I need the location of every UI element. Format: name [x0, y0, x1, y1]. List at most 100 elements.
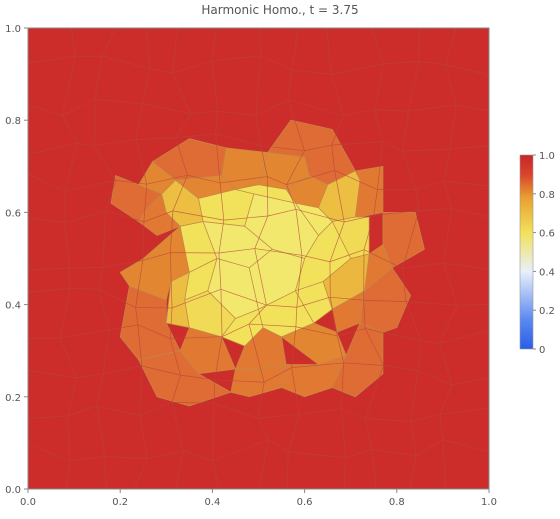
- cell-edge: [445, 27, 457, 65]
- cell-edge: [135, 307, 139, 325]
- cell-edge: [363, 300, 366, 329]
- cell-edge: [415, 189, 420, 211]
- x-tick-label: 0.6: [297, 497, 313, 508]
- cell-edge: [211, 27, 217, 62]
- cell-edge: [304, 144, 332, 152]
- cell-edge: [383, 365, 418, 371]
- cell-edge: [364, 328, 384, 366]
- cell-edge: [175, 137, 188, 176]
- cell-edge: [98, 289, 110, 330]
- cell-edge: [340, 408, 347, 458]
- cell-edge: [172, 175, 188, 212]
- cell-edge: [341, 408, 366, 419]
- cell-edge: [439, 305, 458, 344]
- cell-edge: [449, 104, 457, 150]
- cell-edge: [180, 374, 215, 381]
- cell-edge: [96, 373, 104, 406]
- cell-edge: [257, 418, 269, 440]
- y-tick-label: 0.0: [5, 485, 21, 496]
- cell-edge: [329, 297, 338, 337]
- cell-edge: [104, 456, 107, 490]
- cell-edge: [326, 27, 332, 75]
- cell-edge: [170, 336, 223, 339]
- cell-edge: [135, 260, 144, 308]
- cell-edge: [182, 450, 213, 462]
- chart-title: Harmonic Homo., t = 3.75: [201, 3, 358, 17]
- cell-edge: [402, 268, 407, 302]
- cell-edge: [135, 139, 148, 185]
- cell-edge: [27, 55, 76, 64]
- cell-edge: [96, 405, 106, 457]
- cell-edge: [365, 365, 384, 419]
- cell-edge: [215, 133, 221, 183]
- cell-edge: [286, 170, 335, 186]
- cell-edge: [254, 248, 267, 306]
- x-tick-label: 1.0: [481, 497, 497, 508]
- cell-edge: [377, 141, 384, 190]
- cell-edge: [27, 173, 66, 192]
- cell-edge: [331, 115, 344, 146]
- cell-edge: [417, 340, 422, 371]
- cell-edge: [345, 449, 372, 459]
- cell-edge: [374, 109, 384, 142]
- cell-edge: [214, 379, 265, 383]
- x-tick-label: 0.0: [20, 497, 36, 508]
- colorbar-tick-label: 0.2: [539, 306, 555, 317]
- cell-edge: [212, 460, 220, 490]
- cell-edge: [27, 267, 70, 271]
- cell-edge: [212, 439, 269, 462]
- cell-edge: [169, 252, 173, 308]
- cell-edge: [67, 377, 78, 417]
- cell-edge: [417, 370, 452, 386]
- cell-edge: [27, 443, 71, 461]
- cell-edge: [187, 174, 221, 184]
- cell-edge: [442, 439, 490, 453]
- cell-edge: [145, 27, 151, 69]
- cell-edge: [102, 260, 143, 268]
- cell-edge: [102, 55, 151, 69]
- cell-edge: [257, 382, 265, 419]
- cell-edge: [365, 418, 412, 422]
- cell-edge: [301, 254, 331, 263]
- cell-edge: [254, 248, 302, 256]
- cell-edge: [105, 210, 144, 223]
- cell-edge: [383, 61, 419, 65]
- cell-edge: [445, 64, 457, 106]
- cell-edge: [266, 176, 269, 216]
- cell-edge: [373, 189, 378, 216]
- cell-edge: [62, 115, 78, 144]
- cell-edge: [69, 267, 103, 269]
- cell-edge: [410, 413, 441, 422]
- cell-edge: [175, 113, 192, 138]
- cell-edge: [421, 340, 440, 344]
- cell-edge: [258, 439, 269, 490]
- cell-edge: [146, 174, 188, 185]
- cell-edge: [373, 210, 419, 216]
- cell-edge: [370, 27, 384, 64]
- cell-edge: [439, 343, 453, 385]
- cell-edge: [64, 142, 78, 192]
- cell-edge: [450, 145, 490, 150]
- cell-edge: [175, 450, 184, 490]
- cell-edge: [171, 27, 179, 74]
- cell-edge: [139, 402, 173, 416]
- cell-edge: [451, 208, 490, 218]
- cell-edge: [268, 439, 289, 453]
- cell-edge: [142, 221, 145, 261]
- colorbar-tick-label: 0: [539, 345, 545, 356]
- cell-edge: [59, 288, 71, 338]
- cell-edge: [260, 55, 292, 71]
- cell-edge: [76, 142, 95, 147]
- cell-edge: [337, 335, 344, 364]
- cell-edge: [171, 288, 222, 309]
- cell-edge: [287, 414, 300, 452]
- cell-edge: [299, 408, 342, 415]
- x-axis: 0.0 0.2 0.4 0.6 0.8 1.0: [20, 489, 497, 508]
- cell-edge: [288, 99, 344, 117]
- cell-edge: [439, 384, 453, 415]
- cell-edge: [65, 460, 71, 490]
- cell-edge: [365, 418, 373, 450]
- cell-edge: [288, 451, 346, 459]
- cell-edge: [135, 103, 143, 140]
- cell-edge: [27, 370, 77, 379]
